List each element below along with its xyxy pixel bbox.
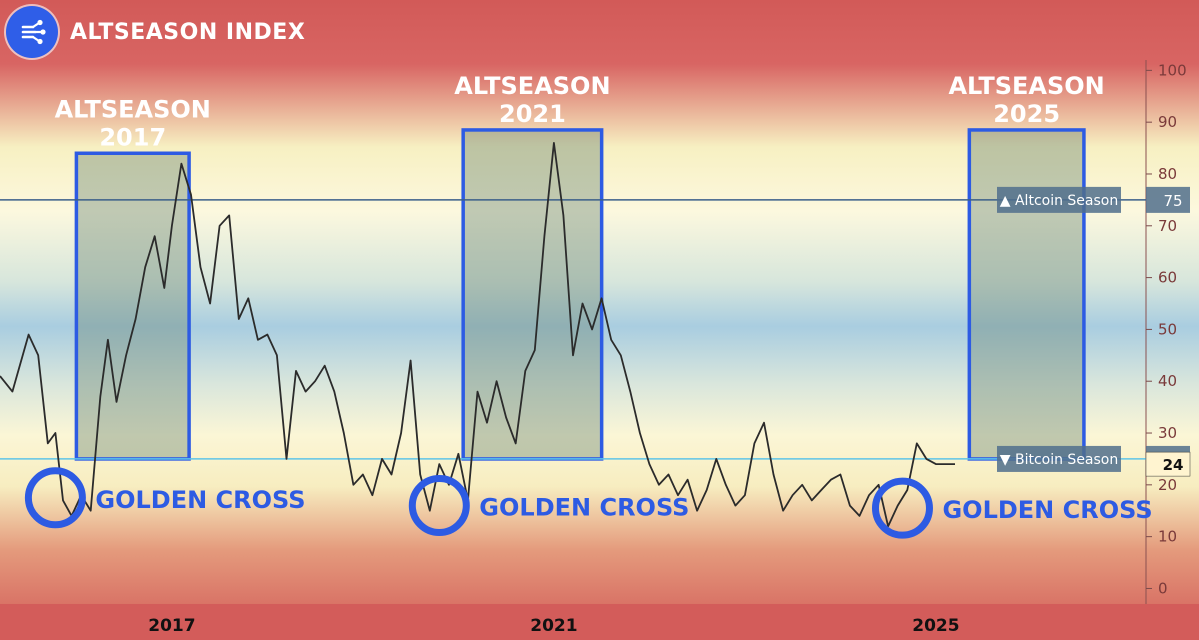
altseason-box-2 (967, 128, 1086, 461)
altseason-label-2-line1: ALTSEASON (948, 72, 1104, 100)
golden-cross-circle-2 (871, 477, 933, 539)
x-tick-label-2017: 2017 (148, 616, 195, 636)
reference-label-bg-75 (997, 186, 1121, 213)
altseason-index-line (0, 141, 955, 528)
reference-label-75: ▲ Altcoin Season (1000, 193, 1118, 209)
altseason-box-0 (74, 151, 191, 461)
x-tick-label-2021: 2021 (530, 616, 577, 636)
y-tick-label-30: 30 (1158, 424, 1177, 442)
reference-label-bg-25 (997, 445, 1121, 472)
altseason-label-0-line2: 2017 (99, 123, 166, 151)
current-value-text: 24 (1163, 456, 1184, 474)
brand-title: ALTSEASON INDEX (70, 19, 306, 45)
y-tick-label-80: 80 (1158, 165, 1177, 183)
reference-value-bg-75 (1146, 186, 1190, 213)
brand-header: ALTSEASON INDEX (6, 6, 305, 58)
altseason-label-2-line2: 2025 (993, 100, 1060, 128)
golden-cross-label-2: GOLDEN CROSS (942, 496, 1152, 524)
y-tick-label-0: 0 (1158, 579, 1168, 597)
y-tick-label-40: 40 (1158, 372, 1177, 390)
y-tick-label-100: 100 (1158, 61, 1187, 79)
reference-value-75: 75 (1163, 192, 1182, 210)
reference-label-25: ▼ Bitcoin Season (1000, 452, 1119, 468)
golden-cross-circle-0 (24, 467, 86, 529)
current-value-badge (1145, 451, 1191, 477)
altseason-label-1-line2: 2021 (499, 100, 566, 128)
altseason-label-1-line1: ALTSEASON (454, 72, 610, 100)
altseason-box-1 (461, 128, 604, 461)
golden-cross-circle-1 (408, 475, 470, 537)
x-tick-label-2025: 2025 (912, 616, 959, 636)
y-tick-label-70: 70 (1158, 217, 1177, 235)
y-tick-label-20: 20 (1158, 476, 1177, 494)
y-tick-label-60: 60 (1158, 269, 1177, 287)
connected-nodes-icon (6, 6, 58, 58)
y-tick-label-50: 50 (1158, 320, 1177, 338)
golden-cross-label-0: GOLDEN CROSS (95, 486, 305, 514)
y-tick-label-90: 90 (1158, 113, 1177, 131)
x-axis-strip (0, 604, 1199, 640)
altseason-label-0-line1: ALTSEASON (55, 95, 211, 123)
golden-cross-label-1: GOLDEN CROSS (479, 494, 689, 522)
y-tick-label-10: 10 (1158, 528, 1177, 546)
